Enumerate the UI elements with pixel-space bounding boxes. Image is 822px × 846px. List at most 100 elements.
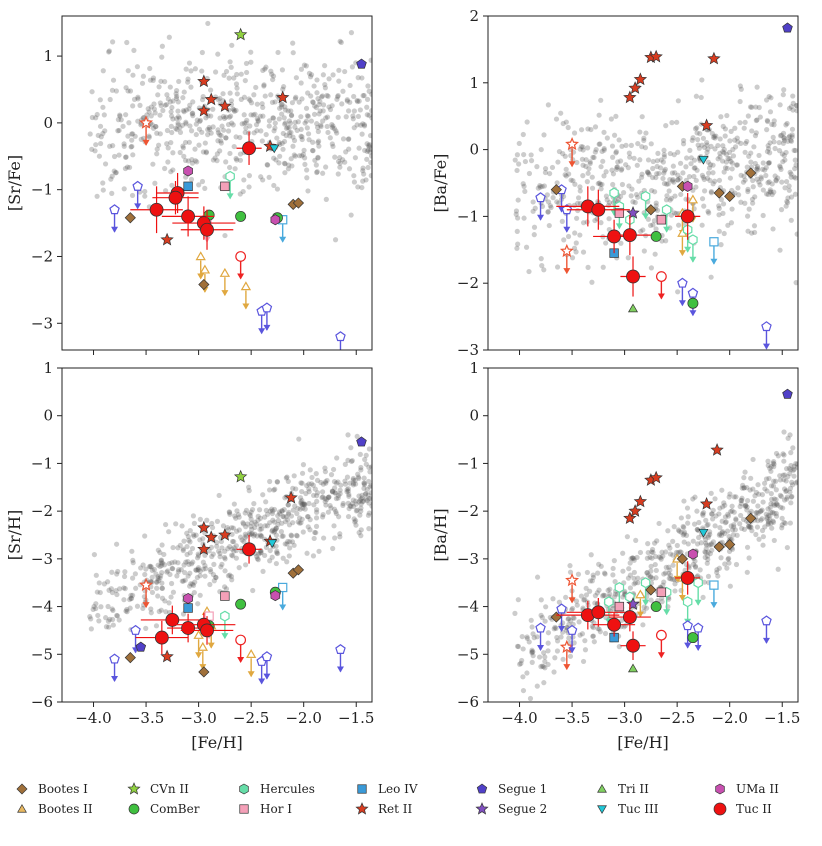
background-star: [625, 575, 632, 581]
background-star: [675, 149, 681, 155]
background-star: [705, 573, 712, 579]
background-star: [358, 527, 364, 533]
background-star: [293, 75, 299, 81]
background-star: [297, 506, 303, 512]
limit-arrowhead-bootes-ii: [242, 303, 250, 310]
background-star: [582, 597, 588, 603]
background-star: [670, 576, 676, 582]
background-star: [241, 538, 247, 545]
background-star: [336, 78, 342, 84]
background-star: [703, 542, 710, 548]
background-star: [720, 201, 727, 207]
background-star: [310, 553, 317, 559]
background-star: [750, 486, 756, 492]
background-star: [339, 101, 345, 107]
background-star: [293, 532, 300, 538]
background-star: [765, 458, 771, 464]
background-star: [596, 626, 602, 632]
background-star: [170, 544, 176, 551]
background-star: [147, 65, 153, 72]
point-bootes-i: [292, 197, 305, 209]
background-star: [769, 121, 775, 128]
background-star: [262, 523, 268, 529]
point-comber: [687, 297, 699, 309]
background-star: [356, 493, 362, 499]
background-star: [719, 518, 725, 524]
background-star: [345, 136, 351, 142]
background-star: [579, 631, 586, 637]
background-star: [311, 111, 318, 117]
y-tick-label: −2: [457, 502, 479, 520]
background-star: [743, 502, 749, 508]
background-star: [322, 85, 328, 91]
background-star: [134, 603, 141, 609]
point-tuc-ii: [242, 141, 256, 156]
background-star: [218, 138, 224, 144]
legend-label: UMa II: [736, 782, 779, 796]
background-star: [697, 131, 703, 137]
background-star: [150, 77, 156, 83]
background-star: [251, 501, 257, 507]
background-star: [781, 477, 787, 483]
y-tick-label: −6: [31, 693, 53, 711]
background-star: [782, 185, 788, 191]
background-star: [366, 144, 372, 150]
background-star: [299, 136, 305, 143]
background-star: [767, 517, 773, 523]
background-star: [776, 148, 783, 154]
background-star: [155, 92, 161, 98]
background-star: [645, 157, 652, 163]
background-star: [708, 541, 715, 547]
background-star: [788, 462, 794, 469]
background-star: [673, 210, 679, 217]
background-star: [729, 508, 735, 514]
background-star: [331, 126, 337, 132]
point-tuc-iii: [267, 539, 278, 549]
background-star: [215, 138, 221, 144]
background-star: [623, 142, 629, 148]
background-star: [514, 152, 520, 158]
background-star: [610, 171, 617, 177]
background-star: [356, 98, 362, 104]
background-star: [580, 162, 586, 168]
background-star: [577, 146, 583, 152]
background-star: [763, 165, 769, 171]
background-star: [514, 167, 520, 174]
y-tick-label: −1: [457, 454, 479, 472]
y-tick-label: 0: [43, 407, 53, 425]
background-star: [790, 445, 796, 451]
upper-limit-segue-1: [682, 620, 693, 631]
background-star: [270, 76, 276, 83]
background-star: [639, 114, 645, 120]
background-star: [782, 472, 788, 478]
background-star: [279, 101, 285, 107]
background-star: [288, 112, 295, 118]
background-star: [214, 543, 220, 549]
background-star: [576, 619, 582, 625]
background-star: [758, 176, 764, 182]
background-star: [222, 232, 228, 239]
point-ret-ii: [649, 49, 663, 63]
limit-arrowhead-hercules: [663, 609, 671, 616]
background-star: [770, 501, 777, 507]
background-star: [346, 146, 352, 152]
background-star: [721, 500, 727, 506]
background-star: [269, 71, 275, 77]
background-star: [671, 524, 677, 530]
background-star: [765, 520, 771, 526]
background-star: [353, 498, 359, 504]
background-star: [187, 528, 193, 534]
upper-limit-bootes-ii: [245, 649, 257, 659]
background-star: [121, 597, 127, 603]
background-star: [170, 167, 176, 173]
background-star: [217, 115, 223, 121]
limit-arrowhead-hercules: [615, 223, 623, 230]
background-star: [247, 97, 253, 104]
background-star: [567, 618, 574, 624]
background-star: [303, 63, 309, 69]
background-star: [236, 527, 242, 533]
background-star: [306, 481, 312, 487]
background-star: [731, 494, 737, 500]
background-star: [577, 188, 583, 194]
background-star: [179, 523, 185, 529]
